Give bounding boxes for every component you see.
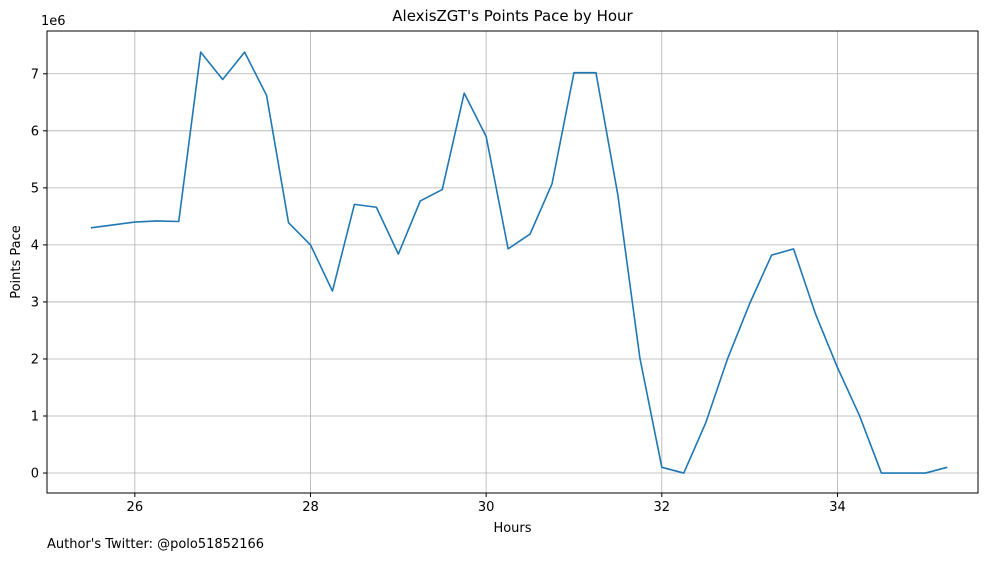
y-tick-label: 3 — [31, 295, 39, 310]
y-axis-offset-label: 1e6 — [41, 14, 66, 29]
y-tick-label: 0 — [31, 467, 39, 482]
x-tick-label: 32 — [654, 500, 671, 515]
author-credit: Author's Twitter: @polo51852166 — [47, 537, 265, 552]
chart-title: AlexisZGT's Points Pace by Hour — [392, 7, 633, 25]
x-tick-label: 26 — [127, 500, 144, 515]
y-tick-label: 5 — [31, 181, 39, 196]
grid — [47, 31, 978, 493]
points-pace-line — [90, 51, 948, 474]
y-tick-label: 2 — [31, 352, 39, 367]
x-tick-label: 34 — [829, 500, 846, 515]
x-tick-label: 30 — [478, 500, 495, 515]
y-tick-label: 1 — [31, 410, 39, 425]
y-tick-label: 4 — [31, 238, 39, 253]
axes-frame — [46, 30, 979, 494]
y-tick-label: 6 — [31, 124, 39, 139]
y-axis-ticks: 0 1 2 3 4 5 6 7 — [31, 67, 47, 482]
y-axis-label: Points Pace — [9, 225, 24, 299]
y-tick-label: 7 — [31, 67, 39, 82]
x-axis-label: Hours — [493, 521, 531, 536]
x-tick-label: 28 — [302, 500, 319, 515]
series-line-group — [90, 51, 948, 474]
x-axis-ticks: 26 28 30 32 34 — [127, 493, 846, 515]
